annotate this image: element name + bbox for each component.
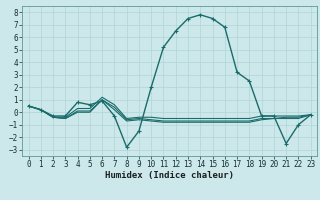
X-axis label: Humidex (Indice chaleur): Humidex (Indice chaleur) <box>105 171 234 180</box>
